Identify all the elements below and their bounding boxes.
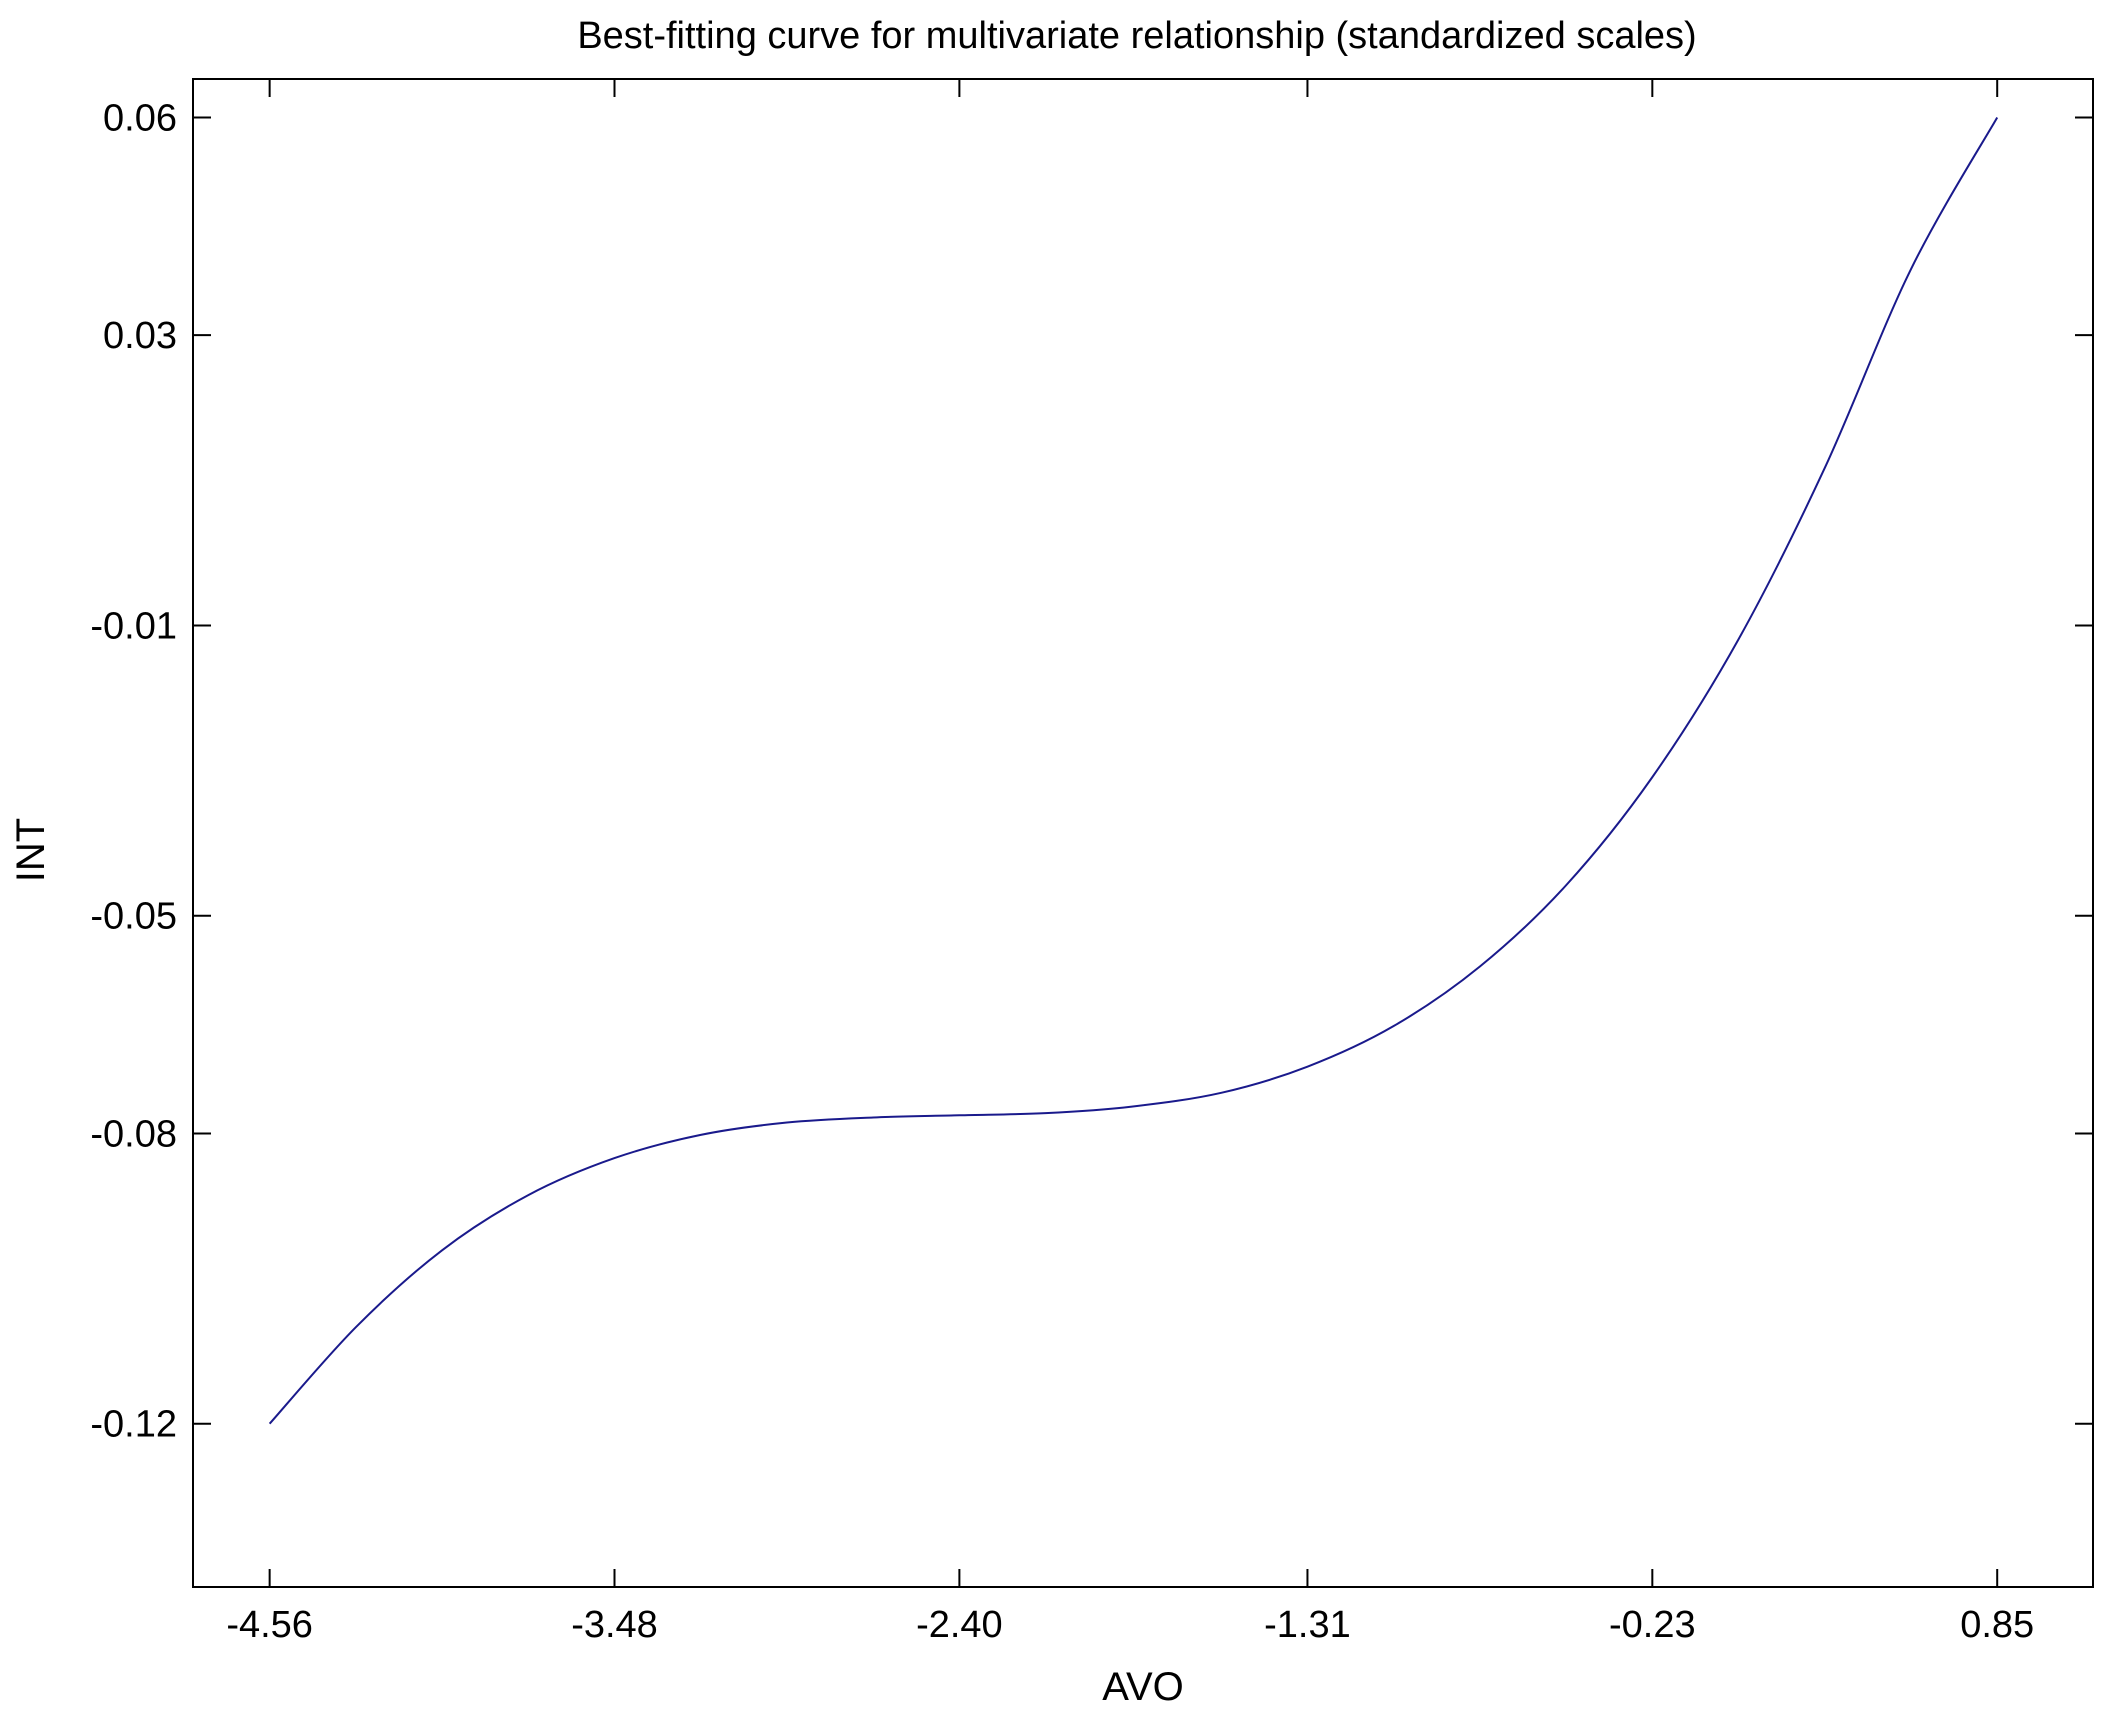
x-tick-label: -0.23: [1609, 1604, 1696, 1646]
x-tick-label: 0.85: [1960, 1604, 2034, 1646]
x-tick-label: -3.48: [571, 1604, 658, 1646]
y-tick-label: -0.01: [90, 605, 177, 647]
y-tick-label: -0.08: [90, 1113, 177, 1155]
plot-area-frame: [192, 78, 2094, 1588]
y-tick-label: 0.06: [103, 97, 177, 139]
y-tick-label: 0.03: [103, 315, 177, 357]
x-axis-ticks: -4.56 -3.48 -2.40 -1.31 -0.23 0.85: [226, 79, 2034, 1646]
chart-title: Best-fitting curve for multivariate rela…: [577, 15, 1696, 57]
y-axis-ticks: -0.12 -0.08 -0.05 -0.01 0.03 0.06: [90, 97, 2093, 1446]
series-line: [268, 116, 1999, 1425]
y-tick-label: -0.12: [90, 1404, 177, 1446]
x-axis-label: AVO: [1102, 1665, 1184, 1709]
y-axis-label: INT: [9, 818, 53, 882]
y-tick-label: -0.05: [90, 896, 177, 938]
x-tick-label: -1.31: [1264, 1604, 1351, 1646]
x-tick-label: -2.40: [916, 1604, 1003, 1646]
x-tick-label: -4.56: [226, 1604, 313, 1646]
